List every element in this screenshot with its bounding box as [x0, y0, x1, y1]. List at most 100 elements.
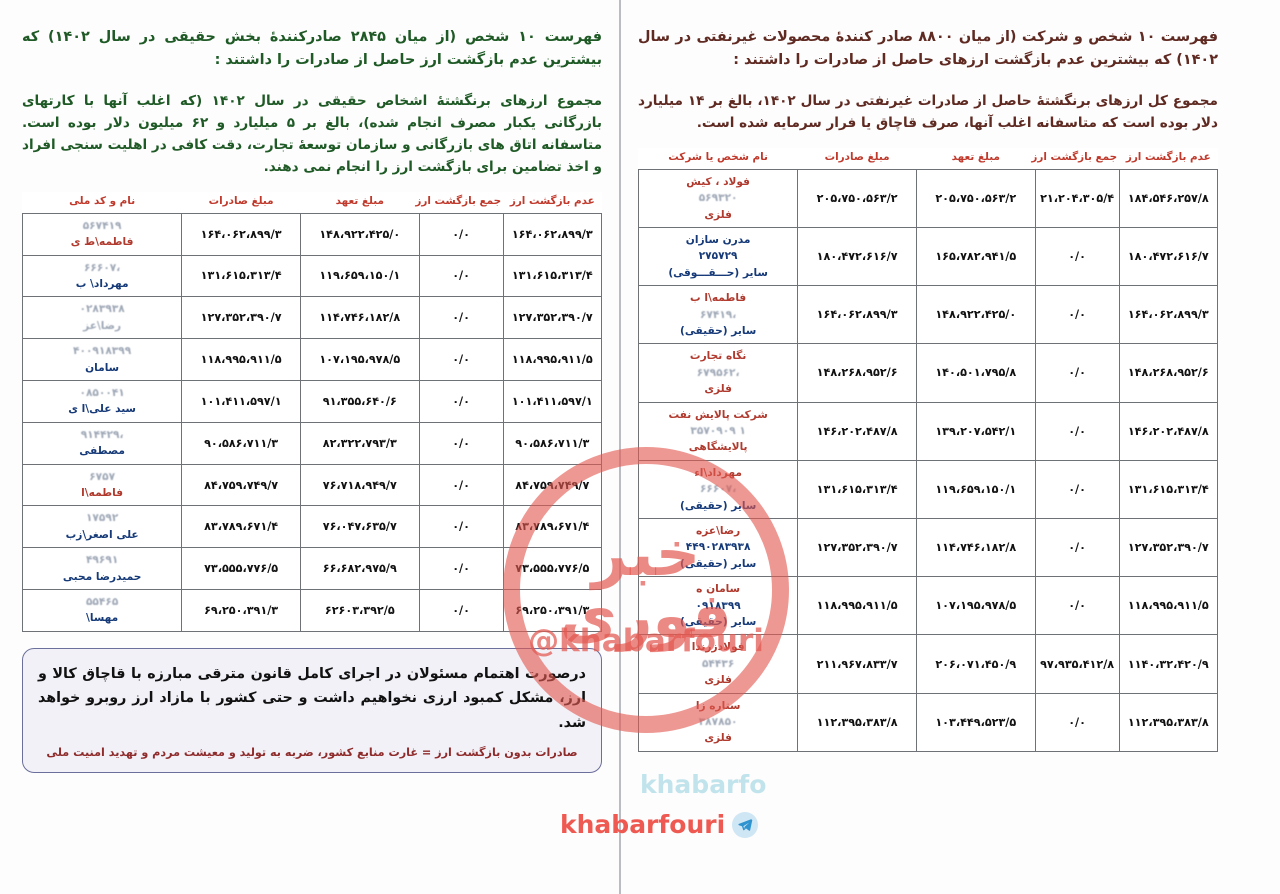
name-line-2: سید علی\ا ی: [68, 403, 136, 416]
value-non-return: ۱۲۷،۳۵۲،۳۹۰/۷: [1127, 541, 1209, 555]
cell-total-return: ۰/۰: [418, 421, 504, 465]
cell-name: شرکت پالایش نفت ۱ ۳۵۷۰۹۰۹ پالایشگاهی: [637, 401, 799, 461]
cell-non-return: ۱۱۴۰،۳۲،۴۲۰/۹: [1118, 634, 1219, 694]
value-exports: ۱۶۴،۰۶۲،۸۹۹/۳: [200, 227, 282, 241]
cell-name: مهرداد\اء ،۶۶۶۰۷ سایر (حقیقی): [637, 459, 799, 520]
cell-non-return: ۱۴۸،۲۶۸،۹۵۲/۶: [1118, 343, 1219, 403]
name-line-2: علی اصغر\زب: [65, 528, 139, 541]
cell-exports: ۲۱۱،۹۶۷،۸۳۳/۷: [797, 634, 917, 694]
cell-exports: ۱۶۴،۰۶۲،۸۹۹/۳: [181, 212, 301, 256]
cell-total-return: ۰/۰: [418, 463, 504, 507]
value-total-return: ۰/۰: [1068, 308, 1086, 322]
cell-non-return: ۱۳۱،۶۱۵،۳۱۳/۴: [1118, 459, 1219, 520]
value-non-return: ۶۹،۲۵۰،۳۹۱/۳: [515, 603, 590, 617]
value-total-return: ۰/۰: [1068, 715, 1086, 729]
cell-name: فولاد ، کیش ۵۶۹۳۲۰ فلزی: [637, 168, 799, 228]
name-line-1: ۴۰۰۹۱۸۳۹۹: [73, 345, 132, 358]
value-commitment: ۹۱،۳۵۵،۶۴۰/۶: [322, 394, 397, 408]
value-exports: ۹۰،۵۸۶،۷۱۱/۳: [204, 436, 279, 450]
value-non-return: ۸۳،۷۸۹،۶۷۱/۴: [515, 520, 590, 534]
value-commitment: ۸۲،۳۲۲،۷۹۳/۳: [322, 436, 397, 450]
value-total-return: ۰/۰: [1068, 482, 1086, 496]
value-commitment: ۱۱۹،۶۵۹،۱۵۰/۱: [935, 482, 1017, 496]
cell-non-return: ۱۴۶،۲۰۲،۴۸۷/۸: [1118, 401, 1219, 461]
cell-commitment: ۱۱۹،۶۵۹،۱۵۰/۱: [915, 459, 1036, 520]
value-exports: ۱۱۸،۹۹۵،۹۱۱/۵: [816, 599, 898, 613]
right-table-header-row: عدم بازگشت ارز جمع بازگشت ارز مبلغ تعهد …: [23, 192, 602, 214]
cell-commitment: ۱۰۷،۱۹۵،۹۷۸/۵: [299, 338, 420, 381]
cell-commitment: ۱۶۵،۷۸۲،۹۴۱/۵: [915, 226, 1036, 287]
name-line-3: فلزی: [704, 208, 732, 221]
cell-exports: ۱۳۱،۶۱۵،۳۱۳/۴: [181, 254, 301, 298]
value-total-return: ۰/۰: [452, 603, 470, 617]
value-non-return: ۷۳،۵۵۵،۷۷۶/۵: [515, 562, 590, 576]
value-commitment: ۱۱۴،۷۴۶،۱۸۲/۸: [319, 311, 401, 325]
cell-name: ۵۶۷۴۱۹ فاطمه\ط ی: [21, 212, 183, 256]
value-commitment: ۶۶،۶۸۲،۹۷۵/۹: [322, 562, 397, 576]
table-row: ۱۰۱،۴۱۱،۵۹۷/۱ ۰/۰ ۹۱،۳۵۵،۶۴۰/۶ ۱۰۱،۴۱۱،۵…: [21, 379, 603, 423]
value-exports: ۱۲۷،۳۵۲،۳۹۰/۷: [200, 311, 282, 325]
value-non-return: ۱۰۱،۴۱۱،۵۹۷/۱: [511, 394, 593, 408]
table-row: ۱۴۶،۲۰۲،۴۸۷/۸ ۰/۰ ۱۳۹،۲۰۷،۵۴۲/۱ ۱۴۶،۲۰۲،…: [637, 401, 1219, 461]
col-total-return: جمع بازگشت ارز: [1031, 150, 1118, 163]
value-total-return: ۰/۰: [1068, 424, 1086, 438]
cell-name: ستاره زا ۳۸۷۸۵۰ فلزی: [637, 692, 799, 752]
cell-exports: ۱۱۲،۳۹۵،۳۸۳/۸: [797, 692, 917, 752]
table-row: ۷۳،۵۵۵،۷۷۶/۵ ۰/۰ ۶۶،۶۸۲،۹۷۵/۹ ۷۳،۵۵۵،۷۷۶…: [21, 547, 603, 591]
cell-name: ۱۷۵۹۲ علی اصغر\زب: [21, 505, 183, 549]
value-exports: ۱۰۱،۴۱۱،۵۹۷/۱: [200, 394, 282, 408]
cell-name: ۴۰۰۹۱۸۳۹۹ سامان: [21, 338, 183, 381]
value-non-return: ۱۳۱،۶۱۵،۳۱۳/۴: [1127, 482, 1209, 496]
value-exports: ۱۳۱،۶۱۵،۳۱۳/۴: [200, 269, 282, 283]
table-row: ۱۱۸،۹۹۵،۹۱۱/۵ ۰/۰ ۱۰۷،۱۹۵،۹۷۸/۵ ۱۱۸،۹۹۵،…: [637, 576, 1219, 636]
cell-total-return: ۲۱،۲۰۴،۳۰۵/۴: [1034, 168, 1120, 228]
panel-divider: [619, 0, 621, 894]
name-line-1: شرکت پالایش نفت: [668, 408, 768, 421]
value-non-return: ۱۲۷،۳۵۲،۳۹۰/۷: [511, 311, 593, 325]
cell-name: ۰۲۸۳۹۳۸ رضا\عز: [21, 296, 183, 340]
cell-total-return: ۰/۰: [418, 296, 504, 340]
cell-exports: ۱۲۷،۳۵۲،۳۹۰/۷: [797, 517, 917, 578]
cell-commitment: ۶۲۶۰۳،۳۹۲/۵: [299, 589, 420, 632]
name-line-2: ۰۹۱۸۳۹۹: [695, 599, 741, 612]
value-total-return: ۰/۰: [1068, 366, 1086, 380]
cell-name: فاطمه\ا ب ،۶۷۴۱۹ سایر (حقیقی): [637, 285, 799, 345]
cell-name: نگاه تجارت ،۶۷۹۵۶۲ فلزی: [637, 343, 799, 403]
cell-non-return: ۱۲۷،۳۵۲،۳۹۰/۷: [1118, 517, 1219, 578]
cell-exports: ۲۰۵،۷۵۰،۵۶۳/۲: [797, 168, 917, 228]
name-line-1: مهرداد\اء: [694, 466, 742, 479]
value-commitment: ۱۰۷،۱۹۵،۹۷۸/۵: [319, 353, 401, 367]
col-non-return: عدم بازگشت ارز: [1125, 150, 1211, 163]
value-total-return: ۲۱،۲۰۴،۳۰۵/۴: [1040, 191, 1115, 205]
name-line-2: مهسا\: [86, 612, 119, 625]
conclusion-box: درصورت اهتمام مسئولان در اجرای کامل قانو…: [22, 647, 602, 774]
cell-exports: ۱۶۴،۰۶۲،۸۹۹/۳: [797, 285, 917, 345]
value-non-return: ۱۴۶،۲۰۲،۴۸۷/۸: [1127, 424, 1209, 438]
table-row: ۹۰،۵۸۶،۷۱۱/۳ ۰/۰ ۸۲،۳۲۲،۷۹۳/۳ ۹۰،۵۸۶،۷۱۱…: [21, 421, 603, 465]
cell-total-return: ۰/۰: [418, 254, 504, 298]
cell-name: ۵۵۴۶۵ مهسا\: [21, 589, 183, 632]
right-heading-primary: فهرست ۱۰ شخص (از میان ۲۸۴۵ صادرکنندهٔ بخ…: [22, 29, 603, 69]
value-non-return: ۱۳۱،۶۱۵،۳۱۳/۴: [511, 269, 593, 283]
name-line-1: ۱۷۵۹۲: [85, 512, 119, 525]
value-non-return: ۱۱۸،۹۹۵،۹۱۱/۵: [511, 353, 593, 367]
cell-non-return: ۱۳۱،۶۱۵،۳۱۳/۴: [502, 254, 603, 298]
value-commitment: ۱۴۰،۵۰۱،۷۹۵/۸: [935, 366, 1017, 380]
name-line-3: سایر (حـــقـــوقی): [668, 266, 768, 279]
name-line-1: ۰۸۵۰۰۴۱: [79, 386, 125, 399]
value-total-return: ۰/۰: [452, 227, 470, 241]
table-row: ۱۲۷،۳۵۲،۳۹۰/۷ ۰/۰ ۱۱۴،۷۴۶،۱۸۲/۸ ۱۲۷،۳۵۲،…: [637, 517, 1219, 578]
cell-name: ۶۷۵۷ فاطمه\ا: [21, 463, 183, 507]
name-line-2: ،۶۷۹۵۶۲: [696, 366, 740, 379]
left-heading-primary: فهرست ۱۰ شخص و شرکت (از میان ۸۸۰۰ صادر ک…: [638, 29, 1218, 69]
value-commitment: ۱۳۹،۲۰۷،۵۴۲/۱: [935, 424, 1017, 438]
cell-non-return: ۱۶۴،۰۶۲،۸۹۹/۳: [502, 212, 603, 256]
cell-exports: ۱۳۱،۶۱۵،۳۱۳/۴: [797, 459, 917, 520]
cell-exports: ۱۴۸،۲۶۸،۹۵۲/۶: [797, 343, 917, 403]
left-heading-secondary: مجموع کل ارزهای برنگشتهٔ حاصل از صادرات …: [638, 92, 1218, 131]
value-total-return: ۰/۰: [452, 311, 470, 325]
table-row: ۱۳۱،۶۱۵،۳۱۳/۴ ۰/۰ ۱۱۹،۶۵۹،۱۵۰/۱ ۱۳۱،۶۱۵،…: [637, 459, 1219, 520]
name-line-3: سایر (حقیقی): [679, 616, 757, 629]
cell-non-return: ۹۰،۵۸۶،۷۱۱/۳: [502, 421, 603, 465]
